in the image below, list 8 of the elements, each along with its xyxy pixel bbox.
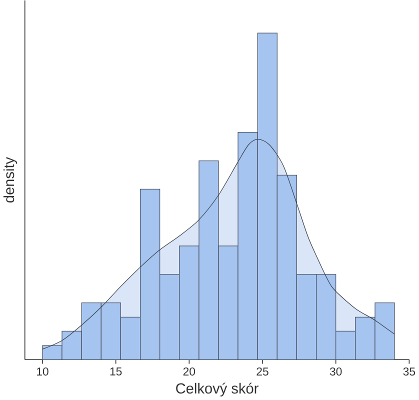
- x-axis-title: Celkový skór: [176, 382, 258, 396]
- x-tick-label: 15: [110, 368, 122, 376]
- x-tick-label: 30: [330, 368, 342, 376]
- y-axis-title: density: [3, 157, 18, 203]
- x-tick-label: 35: [403, 368, 416, 376]
- x-tick-label: 25: [256, 368, 268, 376]
- x-tick-label: 20: [183, 368, 196, 376]
- x-tick-label: 10: [36, 368, 48, 376]
